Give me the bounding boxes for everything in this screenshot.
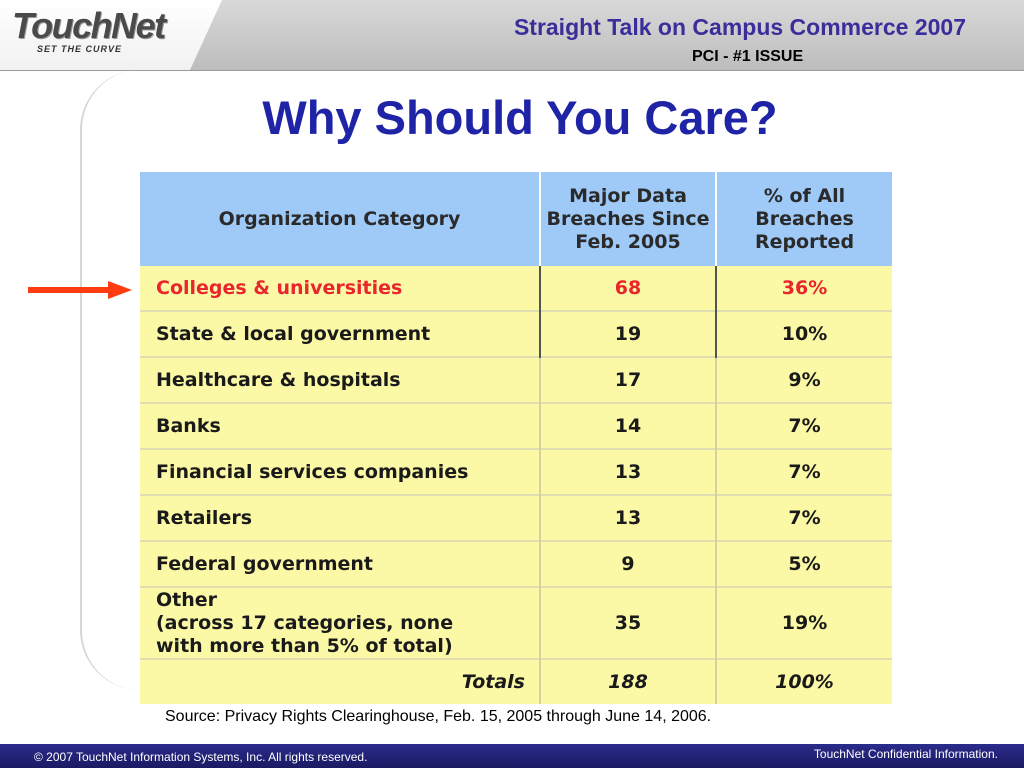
- header-breaches: Major Data Breaches Since Feb. 2005: [539, 172, 716, 266]
- table-row: Federal government 9 5%: [140, 540, 892, 587]
- table-row: State & local government 19 10%: [140, 310, 892, 357]
- table-row: Other (across 17 categories, none with m…: [140, 586, 892, 659]
- header-category: Organization Category: [140, 172, 540, 266]
- row-breaches: 68: [539, 266, 716, 311]
- table-row: Financial services companies 13 7%: [140, 448, 892, 495]
- presentation-title: Straight Talk on Campus Commerce 2007: [513, 14, 966, 40]
- totals-label: Totals: [140, 658, 540, 704]
- row-breaches: 17: [539, 356, 716, 403]
- table-row: Banks 14 7%: [140, 402, 892, 449]
- slide-subtitle: PCI - #1 ISSUE: [692, 48, 804, 65]
- row-category: Other (across 17 categories, none with m…: [140, 586, 540, 659]
- slide-heading: Why Should You Care?: [262, 91, 778, 144]
- row-breaches: 14: [539, 402, 716, 449]
- row-category: Healthcare & hospitals: [140, 356, 540, 403]
- red-arrow-icon: [28, 281, 132, 299]
- row-breaches: 9: [539, 540, 716, 587]
- slide-header: TouchNet SET THE CURVE Straight Talk on …: [0, 0, 1024, 71]
- touchnet-logo: TouchNet SET THE CURVE: [0, 0, 222, 70]
- logo-wordmark: TouchNet: [12, 5, 166, 46]
- row-category: Retailers: [140, 494, 540, 541]
- slide-footer: © 2007 TouchNet Information Systems, Inc…: [0, 744, 1024, 768]
- table-row: Retailers 13 7%: [140, 494, 892, 541]
- confidential-text: TouchNet Confidential Information.: [813, 747, 998, 761]
- row-category: Banks: [140, 402, 540, 449]
- row-category: Federal government: [140, 540, 540, 587]
- row-category: State & local government: [140, 310, 540, 357]
- row-percent: 7%: [715, 448, 892, 495]
- row-category: Financial services companies: [140, 448, 540, 495]
- breach-table: Organization Category Major Data Breache…: [140, 172, 892, 704]
- row-percent: 7%: [715, 494, 892, 541]
- source-note: Source: Privacy Rights Clearinghouse, Fe…: [165, 708, 712, 725]
- row-breaches: 19: [539, 310, 716, 357]
- totals-percent: 100%: [715, 658, 892, 704]
- table-row: Colleges & universities 68 36%: [140, 266, 892, 311]
- totals-breaches: 188: [539, 658, 716, 704]
- row-percent: 19%: [715, 586, 892, 659]
- header-percent: % of All Breaches Reported: [715, 172, 892, 266]
- row-percent: 36%: [715, 266, 892, 311]
- row-percent: 5%: [715, 540, 892, 587]
- row-percent: 9%: [715, 356, 892, 403]
- table-totals-row: Totals 188 100%: [140, 658, 892, 704]
- table-header-row: Organization Category Major Data Breache…: [140, 172, 892, 266]
- row-breaches: 35: [539, 586, 716, 659]
- row-breaches: 13: [539, 448, 716, 495]
- logo-tagline: SET THE CURVE: [37, 44, 123, 54]
- row-breaches: 13: [539, 494, 716, 541]
- copyright-text: © 2007 TouchNet Information Systems, Inc…: [34, 750, 368, 764]
- row-category: Colleges & universities: [140, 266, 540, 311]
- decorative-arc: [80, 70, 142, 690]
- row-percent: 7%: [715, 402, 892, 449]
- table-row: Healthcare & hospitals 17 9%: [140, 356, 892, 403]
- row-percent: 10%: [715, 310, 892, 357]
